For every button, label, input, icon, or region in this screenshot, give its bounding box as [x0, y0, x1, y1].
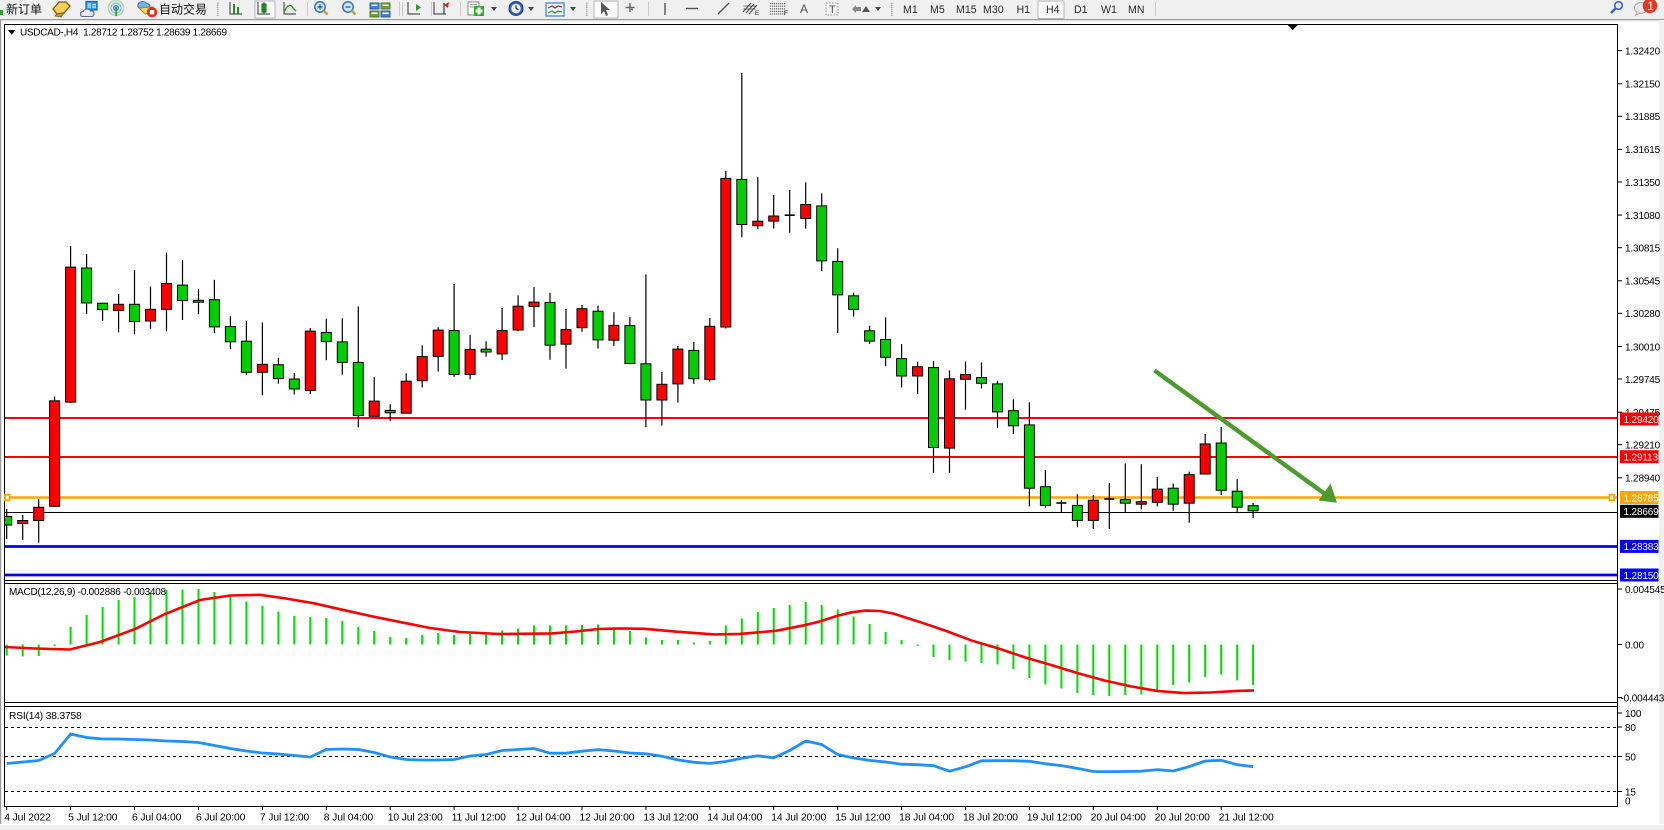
- svg-text:A: A: [800, 2, 808, 16]
- svg-text:1.29210: 1.29210: [1625, 441, 1661, 452]
- svg-text:1.31615: 1.31615: [1625, 145, 1661, 156]
- svg-text:1: 1: [1648, 1, 1654, 13]
- svg-text:1.31350: 1.31350: [1625, 178, 1661, 189]
- svg-text:6 Jul 20:00: 6 Jul 20:00: [196, 813, 246, 824]
- svg-text:1.30815: 1.30815: [1625, 244, 1661, 255]
- svg-text:1.31080: 1.31080: [1625, 211, 1661, 222]
- svg-text:0: 0: [1625, 796, 1631, 807]
- svg-text:12 Jul 04:00: 12 Jul 04:00: [516, 813, 571, 824]
- svg-text:MN: MN: [1128, 4, 1144, 16]
- svg-text:T: T: [829, 4, 836, 16]
- svg-text:USDCAD-,H4 1.28712 1.28752 1.: USDCAD-,H4 1.28712 1.28752 1.28639 1.286…: [20, 28, 227, 39]
- svg-text:RSI(14) 38.3758: RSI(14) 38.3758: [9, 711, 82, 722]
- svg-text:1.30280: 1.30280: [1625, 309, 1661, 320]
- svg-text:100: 100: [1625, 709, 1642, 720]
- svg-text:4 Jul 2022: 4 Jul 2022: [4, 813, 51, 824]
- svg-text:15: 15: [1625, 787, 1636, 798]
- svg-text:18 Jul 04:00: 18 Jul 04:00: [899, 813, 954, 824]
- svg-text:E: E: [755, 10, 760, 17]
- svg-text:W1: W1: [1101, 4, 1117, 16]
- svg-text:50: 50: [1625, 752, 1636, 763]
- svg-text:80: 80: [1625, 723, 1636, 734]
- svg-text:20 Jul 04:00: 20 Jul 04:00: [1091, 813, 1146, 824]
- svg-text:0.00: 0.00: [1625, 640, 1644, 651]
- svg-text:6 Jul 04:00: 6 Jul 04:00: [132, 813, 182, 824]
- svg-text:1.28150: 1.28150: [1624, 571, 1660, 582]
- svg-text:1.29745: 1.29745: [1625, 375, 1661, 386]
- svg-text:18 Jul 20:00: 18 Jul 20:00: [963, 813, 1018, 824]
- svg-text:1.28940: 1.28940: [1625, 474, 1661, 485]
- svg-text:1.28785: 1.28785: [1624, 493, 1660, 504]
- svg-text:8 Jul 04:00: 8 Jul 04:00: [324, 813, 374, 824]
- svg-text:H4: H4: [1046, 4, 1060, 16]
- svg-text:1.31885: 1.31885: [1625, 112, 1661, 123]
- svg-text:1.30545: 1.30545: [1625, 277, 1661, 288]
- svg-text:1.32150: 1.32150: [1625, 80, 1661, 91]
- svg-text:M5: M5: [930, 4, 945, 16]
- svg-text:19 Jul 12:00: 19 Jul 12:00: [1027, 813, 1082, 824]
- svg-text:1.28383: 1.28383: [1624, 542, 1660, 553]
- svg-text:1.30010: 1.30010: [1625, 342, 1661, 353]
- svg-text:12 Jul 20:00: 12 Jul 20:00: [580, 813, 635, 824]
- svg-text:0.004545: 0.004545: [1625, 585, 1664, 596]
- svg-text:14 Jul 04:00: 14 Jul 04:00: [707, 813, 762, 824]
- svg-text:1.29420: 1.29420: [1624, 415, 1660, 426]
- svg-text:10 Jul 23:00: 10 Jul 23:00: [388, 813, 443, 824]
- svg-text:H1: H1: [1017, 4, 1031, 16]
- svg-text:21 Jul 12:00: 21 Jul 12:00: [1219, 813, 1274, 824]
- svg-text:5 Jul 12:00: 5 Jul 12:00: [68, 813, 118, 824]
- svg-text:14 Jul 20:00: 14 Jul 20:00: [771, 813, 826, 824]
- svg-text:F: F: [784, 10, 788, 17]
- svg-text:15 Jul 12:00: 15 Jul 12:00: [835, 813, 890, 824]
- svg-text:1.32420: 1.32420: [1625, 46, 1661, 57]
- svg-text:-0.004443: -0.004443: [1621, 693, 1664, 704]
- svg-text:M30: M30: [983, 4, 1004, 16]
- svg-text:自动交易: 自动交易: [159, 2, 207, 17]
- svg-text:1.28669: 1.28669: [1624, 507, 1660, 518]
- svg-text:M15: M15: [956, 4, 977, 16]
- svg-text:20 Jul 20:00: 20 Jul 20:00: [1155, 813, 1210, 824]
- svg-text:D1: D1: [1074, 4, 1088, 16]
- svg-text:1.29113: 1.29113: [1624, 453, 1659, 464]
- svg-text:11 Jul 12:00: 11 Jul 12:00: [452, 813, 507, 824]
- svg-text:MACD(12,26,9) -0.002886 -0.003: MACD(12,26,9) -0.002886 -0.003408: [9, 587, 167, 598]
- svg-text:13 Jul 12:00: 13 Jul 12:00: [643, 813, 698, 824]
- svg-text:M1: M1: [903, 4, 918, 16]
- svg-text:新订单: 新订单: [6, 2, 42, 17]
- svg-text:7 Jul 12:00: 7 Jul 12:00: [260, 813, 310, 824]
